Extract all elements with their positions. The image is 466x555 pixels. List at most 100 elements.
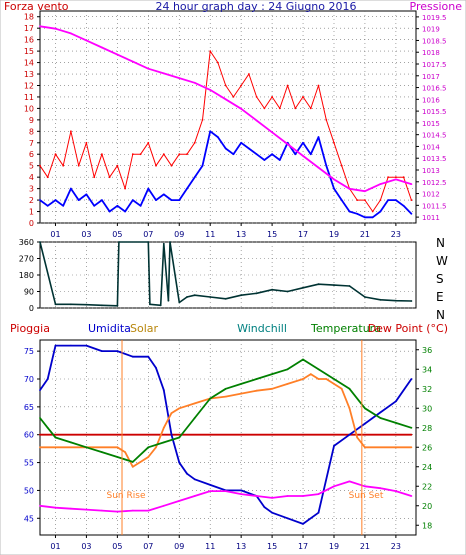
data-point: [402, 204, 405, 207]
data-point: [271, 387, 273, 390]
wind-speed-label: Forza vento: [4, 0, 69, 13]
data-point: [294, 153, 297, 156]
series-label: Pioggia: [10, 322, 50, 335]
wind-direction-series: [39, 241, 413, 307]
data-point: [255, 378, 258, 380]
data-point: [193, 417, 196, 419]
data-point: [340, 387, 343, 390]
series-labels: Pioggia Umidita Solar Windchill TemperaturaD…: [10, 322, 448, 335]
right-tick-label: 1017.5: [422, 61, 447, 69]
data-point: [255, 495, 258, 497]
right-tick-label: 28: [422, 424, 432, 433]
data-point: [317, 136, 320, 139]
data-point: [286, 517, 289, 520]
data-point: [410, 183, 413, 186]
data-point: [101, 153, 103, 156]
hour-tick-label: 15: [267, 542, 277, 551]
data-point: [333, 284, 335, 286]
hour-tick-label: 21: [360, 230, 370, 239]
series-line: [39, 344, 413, 525]
right-tick-label: 1017: [422, 73, 440, 81]
data-point: [186, 296, 188, 298]
left-tick-label: 55: [24, 459, 34, 468]
data-point: [85, 344, 88, 347]
data-point: [162, 153, 165, 156]
data-point: [333, 445, 335, 447]
data-point: [62, 204, 65, 207]
data-point: [255, 292, 258, 295]
data-point: [348, 210, 351, 213]
data-point: [147, 509, 150, 512]
data-point: [240, 107, 243, 110]
data-point: [178, 153, 181, 156]
data-point: [302, 96, 304, 98]
data-point: [224, 395, 227, 398]
data-point: [271, 96, 273, 98]
data-point: [116, 510, 119, 513]
series-label: Temperatura: [310, 322, 381, 335]
data-point: [317, 511, 320, 514]
data-point: [169, 241, 171, 243]
data-point: [201, 119, 204, 121]
hour-tick-label: 13: [236, 230, 246, 239]
data-point: [186, 472, 188, 475]
data-point: [309, 153, 312, 156]
data-point: [302, 495, 304, 497]
right-tick-label: 1018.5: [422, 37, 447, 45]
hour-tick-label: 19: [329, 542, 339, 551]
left-tick-label: 180: [19, 271, 34, 280]
data-point: [317, 368, 320, 371]
data-point: [255, 389, 258, 392]
data-point: [178, 500, 181, 502]
data-point: [271, 288, 273, 291]
data-point: [240, 392, 243, 395]
data-point: [364, 446, 366, 449]
left-tick-label: 18: [24, 13, 34, 22]
data-point: [193, 141, 196, 144]
data-point: [116, 53, 119, 56]
data-point: [131, 461, 134, 463]
data-point: [410, 495, 413, 497]
data-point: [39, 389, 41, 391]
data-point: [317, 84, 320, 87]
data-point: [70, 344, 72, 347]
left-tick-label: 360: [19, 238, 34, 247]
data-point: [147, 355, 150, 358]
data-point: [348, 187, 351, 190]
data-point: [178, 436, 181, 439]
right-tick-label: 34: [422, 365, 432, 374]
right-tick-label: 36: [422, 346, 432, 355]
data-point: [410, 426, 413, 429]
data-point: [263, 159, 266, 161]
data-point: [193, 294, 196, 297]
right-tick-label: 1018: [422, 49, 440, 57]
hour-tick-label: 03: [81, 542, 91, 551]
data-point: [278, 107, 281, 110]
data-point: [124, 210, 126, 213]
right-tick-label: 20: [422, 502, 432, 511]
data-point: [85, 508, 88, 511]
data-point: [209, 130, 212, 133]
data-point: [124, 187, 126, 190]
data-point: [85, 193, 88, 196]
data-point: [263, 506, 266, 508]
data-point: [302, 358, 304, 361]
right-tick-label: 1015.5: [422, 108, 447, 116]
hour-tick-label: 05: [112, 230, 122, 239]
data-point: [209, 89, 212, 91]
data-point: [70, 32, 72, 35]
data-point: [201, 164, 204, 167]
data-point: [410, 199, 413, 202]
data-point: [271, 511, 273, 514]
data-point: [356, 212, 359, 215]
data-point: [116, 446, 119, 449]
data-point: [54, 303, 57, 306]
hour-tick-label: 03: [81, 230, 91, 239]
right-tick-label: 1011: [422, 214, 440, 222]
hour-tick-label: 01: [50, 230, 60, 239]
left-tick-label: 65: [24, 403, 34, 412]
data-point: [101, 509, 103, 512]
hour-tick-label: 11: [205, 542, 215, 551]
